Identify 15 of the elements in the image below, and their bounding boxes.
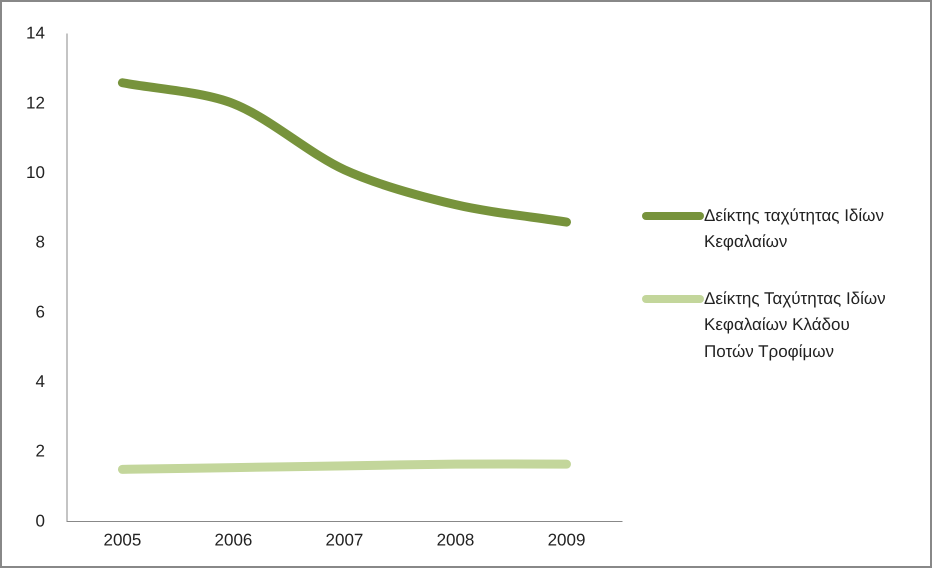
x-tick-label: 2007 [326,530,364,550]
y-tick-label: 2 [35,442,45,461]
legend-label: Δείκτης Ταχύτητας Ιδίων Κεφαλαίων Κλάδου Ποτών Τροφίμων [704,288,887,363]
y-tick-label: 8 [35,232,45,252]
x-tick-label: 2006 [214,530,252,550]
y-tick-label: 0 [35,511,45,530]
x-tick-label: 2009 [548,530,586,550]
y-tick-label: 10 [26,163,45,182]
y-tick-label: 14 [26,24,45,43]
legend-label: Δείκτης ταχύτητας Ιδίων Κεφαλαίων [704,205,885,254]
x-tick-label: 2005 [104,530,142,550]
y-tick-label: 4 [35,372,45,391]
y-tick-label: 6 [35,302,45,322]
y-tick-label: 12 [26,93,45,112]
x-tick-label: 2008 [436,530,474,550]
